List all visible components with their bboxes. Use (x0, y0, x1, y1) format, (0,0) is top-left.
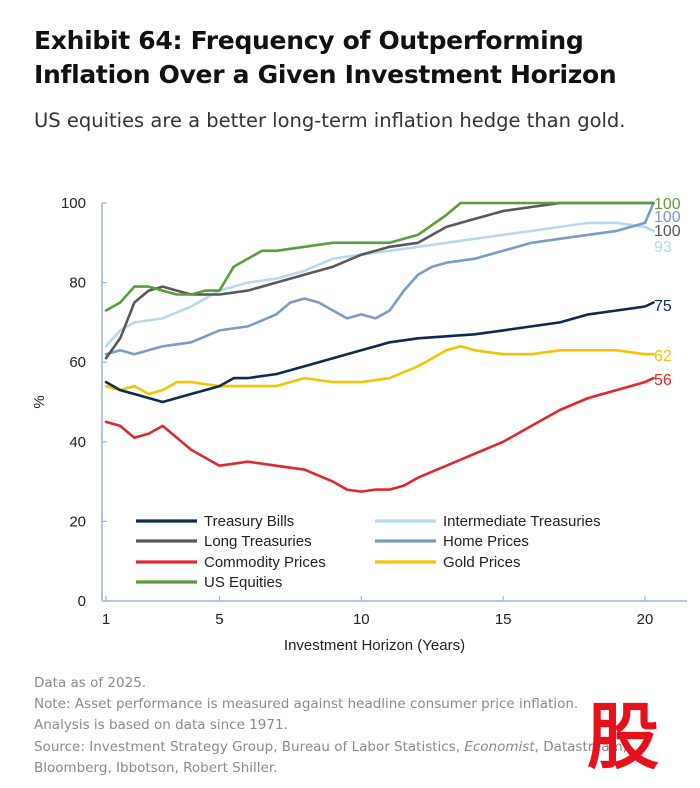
note-source: Source: Investment Strategy Group, Burea… (34, 737, 684, 758)
y-tick-label: 80 (69, 275, 86, 292)
chart-title: Exhibit 64: Frequency of Outperforming I… (34, 26, 617, 89)
legend-label-home-prices: Home Prices (443, 533, 529, 550)
series-line-us-equities (104, 201, 655, 312)
series-line-intermediate-treasuries (104, 221, 655, 348)
series-line-home-prices (104, 201, 655, 356)
note-source-suffix: , Datastream, (534, 738, 628, 755)
stock-logo-glyph: 股 (587, 696, 659, 772)
series-lines (104, 201, 655, 493)
series-line-treasury-bills (104, 301, 655, 404)
y-tick-label: 20 (69, 513, 86, 530)
note-source-continued: Bloomberg, Ibbotson, Robert Shiller. (34, 759, 278, 776)
x-tick-label: 5 (215, 611, 223, 628)
note-source-prefix: Source: Investment Strategy Group, Burea… (34, 738, 465, 755)
note-data-as-of: Data as of 2025. (34, 675, 147, 691)
legend-label-us-equities: US Equities (204, 574, 282, 591)
x-axis-title: Investment Horizon (Years) (284, 637, 465, 654)
x-tick-label: 1 (102, 611, 110, 628)
end-label-commodity-prices: 56 (654, 372, 672, 389)
legend-label-commodity-prices: Commodity Prices (204, 554, 326, 571)
legend-label-gold-prices: Gold Prices (443, 554, 521, 571)
x-tick-label: 20 (637, 611, 654, 628)
stock-logo-icon: 股 (587, 696, 659, 772)
note-source-italic: Economist (464, 738, 535, 755)
series-line-gold-prices (104, 344, 655, 396)
note-data-since: Analysis is based on data since 1971. (34, 717, 288, 734)
y-axis-title: % (31, 395, 48, 408)
end-label-us-equities: 100 (654, 196, 681, 213)
x-tick-label: 15 (495, 611, 512, 628)
legend-label-treasury-bills: Treasury Bills (204, 513, 294, 530)
end-label-long-treasuries: 100 (654, 223, 681, 240)
x-tick-label: 10 (353, 611, 370, 628)
end-label-treasury-bills: 75 (654, 298, 672, 315)
legend-label-long-treasuries: Long Treasuries (204, 533, 312, 550)
y-tick-label: 0 (78, 593, 86, 610)
chart-subtitle: US equities are a better long-term infla… (34, 109, 626, 132)
legend-label-intermediate-treasuries: Intermediate Treasuries (443, 513, 601, 530)
y-tick-label: 100 (61, 195, 86, 212)
end-label-home-prices: 100 (654, 209, 681, 226)
notes: Data as of 2025. Note: Asset performance… (34, 673, 684, 779)
note-methodology: Note: Asset performance is measured agai… (34, 696, 579, 713)
y-tick-label: 60 (69, 354, 86, 371)
end-label-gold-prices: 62 (654, 348, 672, 365)
y-tick-label: 40 (69, 434, 86, 451)
series-line-commodity-prices (104, 376, 655, 493)
legend: Treasury Bills Intermediate Treasuries Lon… (136, 513, 601, 591)
end-label-intermediate-treasuries: 93 (654, 239, 672, 256)
